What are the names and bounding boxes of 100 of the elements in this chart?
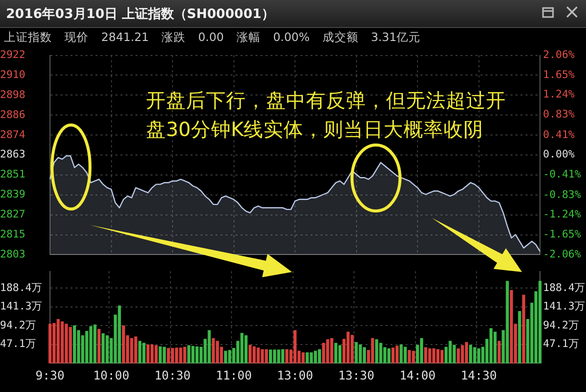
bar — [264, 349, 268, 364]
x-tick-label: 10:00 — [93, 368, 130, 382]
bar — [97, 328, 101, 364]
y-tick-label: 2922 — [0, 49, 26, 62]
bar — [162, 346, 166, 364]
x-tick-label: 13:00 — [276, 368, 314, 382]
x-tick-label: 11:00 — [216, 368, 252, 382]
y2-tick-label: 1.24% — [543, 88, 576, 101]
y-tick-label: 2815 — [0, 228, 26, 240]
bar — [68, 326, 72, 364]
y-tick-label: 2851 — [0, 168, 26, 181]
bar — [244, 335, 248, 364]
y-tick-label: 94.2万 — [0, 319, 36, 332]
x-tick-label: 9:30 — [36, 368, 64, 382]
bar — [477, 348, 480, 364]
x-tick-label: 13:30 — [338, 368, 374, 382]
bar — [285, 349, 288, 364]
bar — [142, 342, 146, 364]
bar — [322, 342, 326, 364]
bar — [240, 332, 244, 364]
bar — [464, 342, 468, 364]
bar — [106, 335, 109, 364]
bar — [122, 325, 126, 364]
y2-tick-label: 0.00% — [543, 148, 576, 161]
bar — [293, 330, 297, 364]
bar — [436, 349, 440, 364]
bar — [498, 340, 501, 364]
bar — [358, 344, 362, 364]
bar — [252, 346, 256, 364]
bar — [56, 319, 60, 364]
bar — [260, 349, 264, 364]
bar — [518, 311, 522, 364]
y2-tick-label: 47.1万 — [543, 338, 580, 350]
bar — [412, 350, 415, 364]
bar — [440, 350, 444, 364]
y-tick-label: 2874 — [0, 128, 26, 141]
bar — [166, 348, 170, 364]
bar — [338, 345, 342, 364]
bar — [538, 280, 542, 364]
bar — [64, 324, 68, 364]
bar — [448, 340, 452, 364]
bar — [306, 352, 309, 364]
bar — [404, 346, 407, 364]
y2-tick-label: -1.24% — [543, 208, 582, 221]
bar — [102, 333, 105, 364]
bar — [424, 347, 428, 364]
y2-tick-label: -0.41% — [543, 168, 582, 181]
bar — [224, 350, 228, 364]
bar — [330, 338, 334, 364]
bar — [383, 347, 386, 364]
y2-tick-label: 1.65% — [543, 68, 576, 81]
bar — [48, 324, 52, 364]
bar — [318, 349, 322, 364]
bar — [506, 280, 509, 364]
y2-tick-label: 0.41% — [543, 128, 576, 141]
bar — [387, 348, 390, 364]
bar — [268, 350, 272, 364]
bar — [130, 338, 134, 364]
y-tick-label: 2910 — [0, 68, 26, 81]
bar — [175, 348, 178, 364]
bar — [72, 325, 76, 364]
bar — [273, 350, 276, 364]
y-tick-label: 2886 — [0, 108, 26, 121]
y2-tick-label: 188.4万 — [543, 282, 586, 294]
bar — [150, 344, 154, 364]
bar — [522, 294, 526, 364]
bar — [89, 326, 92, 364]
bar — [510, 290, 513, 364]
y2-tick-label: 94.2万 — [543, 319, 580, 332]
bar — [256, 348, 260, 364]
bar — [489, 328, 493, 364]
bar — [362, 347, 366, 364]
bar — [460, 345, 464, 364]
y2-tick-label: -0.83% — [543, 188, 582, 201]
bar — [158, 346, 162, 364]
x-tick-label: 10:30 — [154, 368, 191, 382]
bar — [354, 342, 358, 364]
x-tick-label: 14:30 — [460, 368, 497, 382]
bar — [281, 349, 284, 364]
bar — [346, 332, 350, 364]
bar — [391, 348, 395, 364]
bar — [208, 330, 211, 364]
y2-tick-label: 141.3万 — [543, 300, 586, 313]
bar — [248, 344, 252, 364]
bar — [118, 306, 121, 364]
bar — [420, 338, 424, 364]
annotation: 开盘后下行，盘中有反弹，但无法超过开盘30分钟K线实体，则当日大概率收阴 — [146, 88, 507, 143]
y-tick-label: 141.3万 — [0, 300, 43, 313]
y2-tick-label: 2.06% — [543, 49, 576, 62]
bar — [396, 346, 399, 364]
bar — [371, 338, 374, 364]
y2-tick-label: 0.83% — [543, 108, 576, 121]
chart-title: 2016年03月10日 上证指数（SH000001） — [6, 6, 274, 23]
bar — [494, 332, 497, 364]
bar — [314, 350, 317, 364]
bar — [375, 339, 378, 364]
bar — [310, 352, 313, 364]
bar — [138, 340, 142, 364]
bar — [277, 350, 280, 364]
bar — [187, 345, 190, 364]
